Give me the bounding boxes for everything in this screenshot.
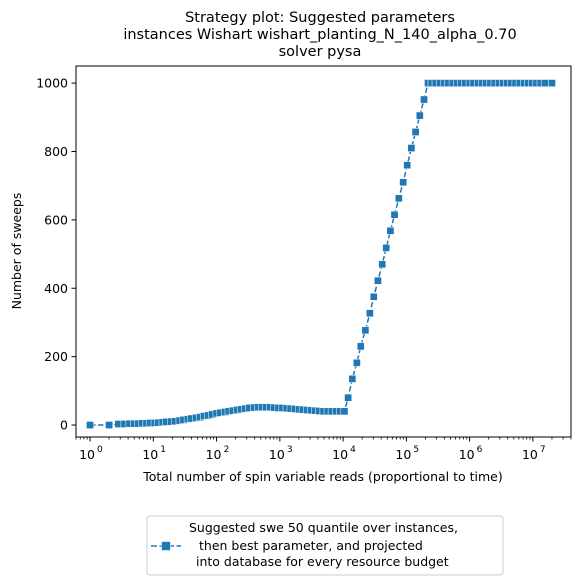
- legend: Suggested swe 50 quantile over instances…: [146, 515, 504, 576]
- legend-entry-line-1: Suggested swe 50 quantile over instances…: [189, 520, 458, 535]
- data-point: [386, 226, 395, 235]
- chart-title-line-3: solver pysa: [279, 44, 362, 60]
- data-point: [356, 342, 365, 351]
- legend-entry-line-3: into database for every resource budget: [196, 554, 449, 569]
- y-tick-label: 400: [44, 281, 68, 296]
- legend-marker-sample: [161, 541, 171, 551]
- data-point: [407, 144, 416, 152]
- data-point: [420, 95, 428, 104]
- chart-title: Strategy plot: Suggested parameters inst…: [123, 10, 516, 60]
- data-point: [369, 292, 378, 301]
- chart-title-line-2: instances Wishart wishart_planting_N_140…: [123, 27, 516, 43]
- data-point: [394, 194, 403, 203]
- data-point: [378, 260, 387, 269]
- data-point: [348, 375, 357, 383]
- data-point: [366, 309, 374, 318]
- data-point: [415, 111, 424, 120]
- x-tick-label: 10: [332, 447, 348, 462]
- data-point: [390, 210, 399, 219]
- data-point: [105, 421, 113, 429]
- x-tick-label-exponent: 5: [413, 445, 419, 455]
- x-tick-label: 10: [395, 447, 411, 462]
- y-tick-label: 0: [60, 418, 68, 433]
- x-tick-label: 10: [79, 447, 95, 462]
- legend-entry-line-2: then best parameter, and projected: [199, 538, 423, 553]
- data-point: [374, 276, 382, 285]
- x-tick-label-exponent: 2: [224, 445, 230, 455]
- data-point: [382, 244, 391, 252]
- x-axis: 10 0 10 1 10 2 10 3 10 4 10 5 10 6 10 7: [75, 437, 572, 462]
- x-tick-label-exponent: 3: [287, 445, 293, 455]
- data-point: [340, 407, 349, 416]
- x-tick-label-exponent: 4: [350, 445, 356, 455]
- data-point: [411, 128, 420, 136]
- series-line: [90, 82, 552, 426]
- x-tick-label: 10: [459, 447, 475, 462]
- x-tick-label: 10: [142, 447, 158, 462]
- y-axis-label: Number of sweeps: [9, 193, 24, 310]
- plot-frame: [75, 65, 572, 438]
- x-tick-label: 10: [269, 447, 285, 462]
- data-point: [361, 326, 370, 335]
- x-tick-label-exponent: 6: [477, 445, 483, 455]
- data-point: [548, 79, 556, 87]
- data-point: [86, 421, 94, 429]
- data-point: [353, 358, 361, 367]
- y-tick-label: 600: [44, 212, 68, 227]
- x-tick-label-exponent: 7: [540, 445, 546, 455]
- data-point: [540, 79, 549, 87]
- data-point: [403, 161, 412, 170]
- legend-box: [146, 515, 504, 576]
- x-axis-label: Total number of spin variable reads (pro…: [142, 469, 503, 484]
- y-tick-label: 800: [44, 144, 68, 159]
- x-tick-label: 10: [206, 447, 222, 462]
- x-tick-label: 10: [522, 447, 538, 462]
- y-axis: 0 200 400 600 800 1000: [36, 76, 76, 433]
- y-tick-label: 200: [44, 349, 68, 364]
- x-tick-label-exponent: 0: [97, 445, 103, 455]
- y-tick-label: 1000: [36, 76, 68, 91]
- data-point: [399, 178, 408, 187]
- x-tick-label-exponent: 1: [160, 445, 166, 455]
- series-layer: [86, 79, 556, 429]
- data-point: [344, 393, 352, 402]
- chart-title-line-1: Strategy plot: Suggested parameters: [185, 10, 455, 26]
